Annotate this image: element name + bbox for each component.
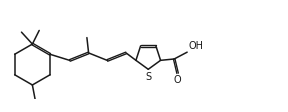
Text: OH: OH	[189, 41, 204, 51]
Text: S: S	[145, 72, 151, 82]
Text: O: O	[174, 75, 181, 85]
